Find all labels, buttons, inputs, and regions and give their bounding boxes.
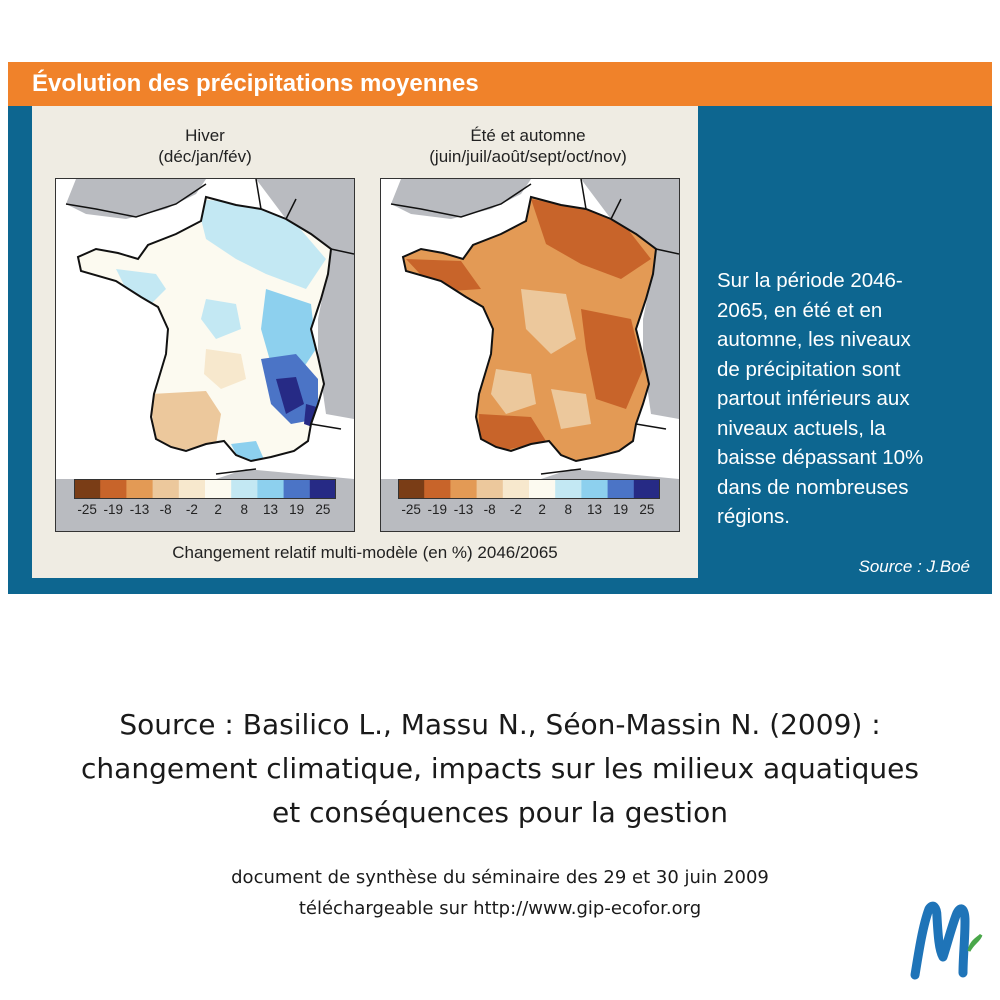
- citation-sub: document de synthèse du séminaire des 29…: [20, 862, 980, 924]
- citation-sub-line: téléchargeable sur http://www.gip-ecofor…: [298, 898, 702, 919]
- colorbar-swatch-winter-3: [152, 479, 180, 499]
- colorbar-tick-label: -25: [401, 502, 421, 517]
- colorbar-swatch-summer-3: [476, 479, 504, 499]
- side-panel-line: 2065, en été et en: [717, 298, 883, 322]
- side-panel-line: baisse dépassant 10%: [717, 446, 924, 469]
- citation-line: Source : Basilico L., Massu N., Séon-Mas…: [119, 708, 881, 741]
- map-title-winter-line1: Hiver: [185, 126, 225, 145]
- colorbar-tick-label: -2: [185, 502, 198, 517]
- colorbar-tick-label: -2: [509, 502, 522, 517]
- colorbar-border-summer: [398, 479, 660, 499]
- colorbar-caption: Changement relatif multi-modèle (en %) 2…: [172, 543, 558, 562]
- map-title-winter-line2: (déc/jan/fév): [158, 147, 252, 166]
- side-panel-line: niveaux actuels, la: [717, 416, 886, 440]
- colorbar-winter: [74, 479, 336, 499]
- colorbar-tick-label: 25: [639, 502, 655, 517]
- side-panel-line: Sur la période 2046-: [717, 269, 903, 292]
- side-panel-source: Source : J.Boé: [858, 557, 970, 576]
- colorbar-swatch-summer-6: [555, 479, 582, 499]
- map-summer: [380, 178, 680, 532]
- banner-title: Évolution des précipitations moyennes: [32, 70, 479, 97]
- colorbar-tick-label: 8: [564, 502, 573, 517]
- citation-sub-line: document de synthèse du séminaire des 29…: [231, 867, 769, 888]
- colorbar-tick-label: -8: [159, 502, 172, 517]
- map-title-summer: Été et automne (juin/juil/août/sept/oct/…: [378, 125, 678, 167]
- colorbar-border-winter: [74, 479, 336, 499]
- side-panel-line: régions.: [717, 505, 790, 528]
- side-panel-line: dans de nombreuses: [717, 475, 909, 499]
- colorbar-tick-label: 19: [613, 502, 629, 517]
- colorbar-swatch-summer-1: [424, 479, 451, 499]
- side-panel-line: automne, les niveaux: [717, 328, 911, 351]
- colorbar-swatch-winter-2: [126, 479, 154, 499]
- colorbar-tick-label: 8: [240, 502, 249, 517]
- title-banner: Évolution des précipitations moyennes: [8, 62, 992, 106]
- colorbar-swatch-winter-1: [100, 479, 127, 499]
- colorbar-swatch-summer-0: [398, 479, 425, 499]
- colorbar-swatch-winter-9: [309, 479, 336, 499]
- citation-line: et conséquences pour la gestion: [272, 796, 728, 829]
- colorbar-swatch-winter-5: [205, 479, 232, 499]
- colorbar-labels-summer: -25 -19 -13 -8 -2 2 8 13 19 25: [398, 502, 660, 520]
- colorbar-swatch-winter-7: [257, 479, 285, 499]
- map-winter: [55, 178, 355, 532]
- map-winter-svg: [56, 179, 354, 531]
- colorbar-tick-label: 2: [214, 502, 222, 517]
- colorbar-tick-label: -25: [77, 502, 97, 517]
- colorbar-swatch-summer-9: [633, 479, 660, 499]
- citation-line: changement climatique, impacts sur les m…: [81, 752, 919, 785]
- colorbar-tick-label: 25: [315, 502, 331, 517]
- colorbar-swatch-winter-8: [283, 479, 311, 499]
- side-panel-line: de précipitation sont: [717, 357, 901, 381]
- colorbar-tick-label: -13: [129, 502, 150, 517]
- map-title-summer-line1: Été et automne: [470, 126, 586, 145]
- colorbar-swatch-summer-4: [502, 479, 530, 499]
- colorbar-tick-label: -19: [103, 502, 124, 517]
- colorbar-tick-label: -8: [483, 502, 496, 517]
- colorbar-tick-label: 19: [289, 502, 305, 517]
- colorbar-swatch-summer-5: [529, 479, 556, 499]
- citation-main: Source : Basilico L., Massu N., Séon-Mas…: [20, 703, 980, 835]
- map-title-winter: Hiver (déc/jan/fév): [55, 125, 355, 167]
- colorbar-swatch-summer-8: [607, 479, 635, 499]
- colorbar-swatch-winter-0: [74, 479, 101, 499]
- colorbar-tick-label: -13: [453, 502, 474, 517]
- colorbar-swatch-summer-7: [581, 479, 609, 499]
- m-brand-logo-icon: [910, 901, 983, 980]
- colorbar-labels-winter: -25 -19 -13 -8 -2 2 8 13 19 25: [74, 502, 336, 520]
- colorbar-tick-label: -19: [427, 502, 448, 517]
- colorbar-swatch-winter-4: [178, 479, 206, 499]
- colorbar-summer: [398, 479, 660, 499]
- colorbar-tick-label: 13: [262, 502, 279, 517]
- colorbar-swatch-summer-2: [450, 479, 478, 499]
- map-summer-svg: [381, 179, 679, 531]
- colorbar-tick-label: 2: [538, 502, 546, 517]
- colorbar-swatch-winter-6: [231, 479, 258, 499]
- side-panel-text: Sur la période 2046- 2065, en été et en au…: [717, 266, 979, 532]
- side-panel-line: partout inférieurs aux: [717, 387, 910, 410]
- colorbar-tick-label: 13: [586, 502, 603, 517]
- map-title-summer-line2: (juin/juil/août/sept/oct/nov): [429, 147, 627, 166]
